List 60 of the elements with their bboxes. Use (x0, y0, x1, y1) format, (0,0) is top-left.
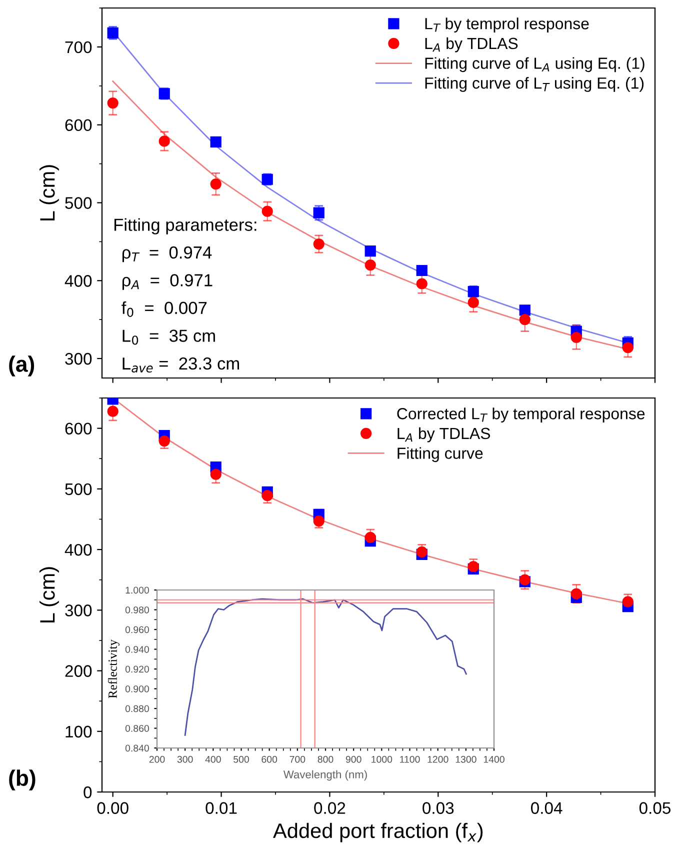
annotation: ρ$_{A}$ = 0.971 (122, 274, 212, 290)
x-tick-label: 0.00 (97, 802, 128, 814)
x-tick-label: 0.05 (639, 802, 671, 814)
y-tick-label: 600 (65, 119, 92, 132)
text: (b) (9, 770, 36, 790)
y-tick-label: 500 (65, 483, 92, 496)
x-tick-label: 1300 (456, 756, 476, 763)
x-tick-label: 200 (149, 756, 165, 763)
text: (a) (9, 356, 34, 376)
annotation: f$_{0}$ = 0.007 (122, 301, 207, 317)
legend-label: Fitting curve of L$_{A}$ using Eq. (1) (425, 57, 644, 72)
y-tick-label: 300 (65, 604, 92, 616)
x-tick-label: 0.01 (206, 802, 237, 814)
x-axis-title: Wavelength (nm) (283, 770, 367, 781)
y-tick-label: 1.000 (126, 586, 149, 594)
x-tick-label: 900 (346, 756, 362, 763)
y-tick-label: 0.980 (125, 606, 149, 614)
x-tick-label: 0.03 (422, 802, 454, 814)
y-tick-label: 0.860 (125, 724, 149, 732)
y-tick-label: 0.920 (125, 666, 149, 673)
x-tick-label: 1400 (484, 756, 504, 763)
x-axis-title: Added port fraction (f$_{x}$) (273, 822, 483, 842)
y-tick-label: 400 (64, 544, 92, 556)
y-tick-label: 0 (84, 786, 92, 798)
x-tick-label: 500 (234, 756, 249, 763)
y-tick-label: 600 (65, 422, 92, 435)
annotation: L$_{0}$ = 35 cm (122, 330, 215, 345)
annotation: Fitting parameters: (114, 218, 256, 234)
legend-label: L$_{T}$ by temprol response (425, 18, 589, 32)
y-tick-label: 0.880 (125, 705, 149, 712)
y-axis-title: L (cm) (39, 165, 59, 220)
x-tick-label: 1000 (372, 756, 392, 763)
legend-label: L$_{A}$ by TDLAS (425, 37, 518, 52)
x-tick-label: 700 (290, 756, 306, 763)
y-tick-label: 100 (66, 726, 92, 738)
legend-label: Fitting curve (398, 447, 483, 462)
annotation: ρ$_{T}$ = 0.974 (122, 246, 212, 262)
x-tick-label: 800 (318, 756, 334, 763)
y-axis-title: L (cm) (39, 567, 59, 622)
y-axis-title: Reflectivity (108, 640, 120, 698)
y-tick-label: 500 (65, 197, 92, 209)
x-tick-label: 400 (205, 756, 221, 763)
legend-label: Fitting curve of L$_{T}$ using Eq. (1) (425, 77, 644, 92)
legend-label: L$_{A}$ by TDLAS (398, 427, 490, 442)
y-tick-label: 0.840 (125, 744, 149, 752)
y-tick-label: 0.960 (125, 626, 149, 634)
y-tick-label: 200 (65, 665, 92, 677)
y-tick-label: 300 (65, 352, 92, 365)
y-tick-label: 400 (64, 275, 92, 287)
x-tick-label: 0.02 (314, 802, 346, 814)
x-tick-label: 1200 (428, 756, 448, 763)
x-tick-label: 300 (177, 756, 193, 763)
legend-label: Corrected L$_{T}$ by temporal response (397, 408, 645, 422)
x-tick-label: 0.04 (531, 802, 562, 814)
y-tick-label: 0.900 (125, 685, 149, 692)
y-tick-label: 0.940 (125, 646, 149, 653)
x-tick-label: 600 (262, 756, 278, 763)
x-tick-label: 1100 (400, 756, 420, 763)
annotation: L$_{ave}$ = 23.3 cm (122, 357, 239, 373)
y-tick-label: 700 (65, 41, 92, 54)
